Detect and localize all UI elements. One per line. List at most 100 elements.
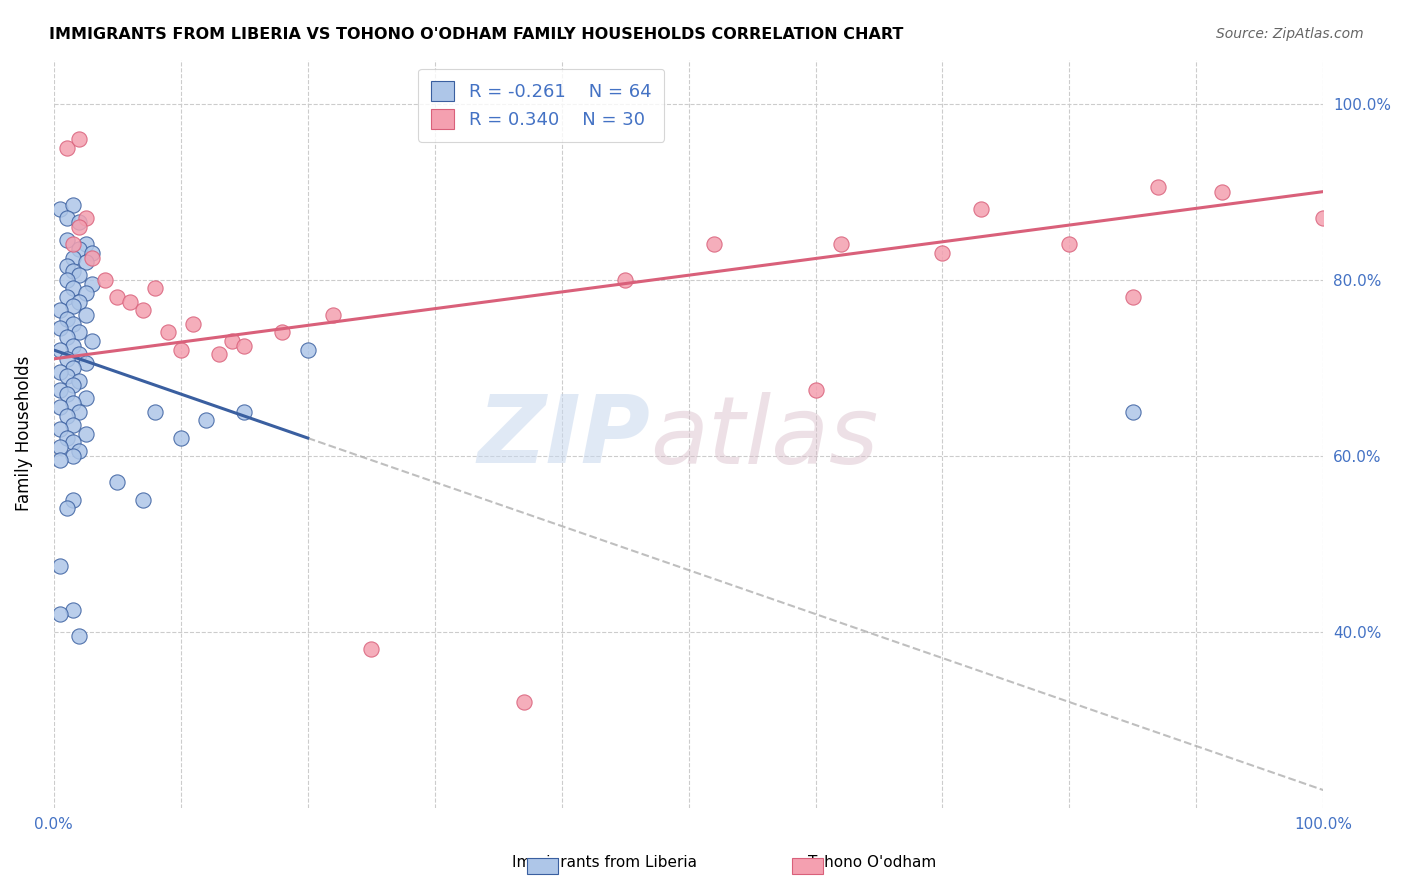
Point [221, 334, 243, 349]
Point [62, 338, 84, 352]
Point [208, 347, 231, 361]
Point [105, 290, 128, 304]
Point [62, 449, 84, 463]
Point [1147, 180, 1170, 194]
Point [62, 417, 84, 432]
Point [1312, 211, 1334, 225]
Point [93, 272, 115, 286]
Point [969, 202, 991, 217]
Point [75, 308, 97, 322]
Point [49, 558, 72, 573]
Point [233, 404, 256, 418]
Y-axis label: Family Households: Family Households [15, 356, 32, 511]
Point [67, 132, 90, 146]
Point [55, 501, 77, 516]
Point [75, 426, 97, 441]
Text: Source: ZipAtlas.com: Source: ZipAtlas.com [1216, 27, 1364, 41]
Point [49, 422, 72, 436]
Point [62, 198, 84, 212]
Point [614, 272, 637, 286]
Point [55, 290, 77, 304]
Point [512, 695, 534, 709]
Point [183, 317, 205, 331]
Point [55, 211, 77, 225]
Point [62, 264, 84, 278]
Text: IMMIGRANTS FROM LIBERIA VS TOHONO O'ODHAM FAMILY HOUSEHOLDS CORRELATION CHART: IMMIGRANTS FROM LIBERIA VS TOHONO O'ODHA… [49, 27, 904, 42]
Point [67, 294, 90, 309]
Point [62, 251, 84, 265]
Point [131, 492, 153, 507]
Point [55, 312, 77, 326]
Point [931, 246, 953, 260]
Point [195, 413, 218, 427]
Point [62, 378, 84, 392]
Point [170, 343, 193, 357]
Point [145, 281, 167, 295]
Point [55, 272, 77, 286]
Point [80, 251, 103, 265]
Point [55, 387, 77, 401]
Point [67, 242, 90, 256]
Point [49, 321, 72, 335]
Point [170, 431, 193, 445]
Point [75, 237, 97, 252]
Point [55, 330, 77, 344]
Point [62, 317, 84, 331]
Point [67, 374, 90, 388]
Point [1059, 237, 1081, 252]
Text: Immigrants from Liberia: Immigrants from Liberia [512, 855, 697, 870]
Point [49, 343, 72, 357]
Point [271, 326, 294, 340]
Point [55, 431, 77, 445]
Point [55, 369, 77, 384]
Point [703, 237, 725, 252]
Point [1211, 185, 1233, 199]
Point [75, 392, 97, 406]
Point [145, 404, 167, 418]
Point [804, 383, 827, 397]
Point [75, 211, 97, 225]
Point [67, 444, 90, 458]
Point [62, 435, 84, 450]
Point [105, 475, 128, 489]
Point [55, 351, 77, 366]
Point [157, 326, 180, 340]
Point [49, 303, 72, 318]
Point [75, 255, 97, 269]
Point [67, 268, 90, 283]
Point [62, 492, 84, 507]
Point [49, 365, 72, 379]
Point [80, 246, 103, 260]
Point [233, 338, 256, 352]
Point [55, 140, 77, 154]
Point [55, 260, 77, 274]
Point [49, 383, 72, 397]
Point [62, 360, 84, 375]
Text: atlas: atlas [651, 392, 879, 483]
Point [67, 215, 90, 229]
Text: ZIP: ZIP [478, 392, 651, 483]
Legend: R = -0.261    N = 64, R = 0.340    N = 30: R = -0.261 N = 64, R = 0.340 N = 30 [419, 69, 664, 142]
Point [67, 629, 90, 643]
Point [1122, 290, 1144, 304]
Point [1122, 404, 1144, 418]
Point [360, 642, 382, 657]
Point [62, 396, 84, 410]
Point [67, 326, 90, 340]
Point [131, 303, 153, 318]
Point [830, 237, 852, 252]
Text: Tohono O'odham: Tohono O'odham [807, 855, 936, 870]
Point [62, 281, 84, 295]
Point [67, 219, 90, 234]
Point [75, 285, 97, 300]
Point [80, 334, 103, 349]
Point [49, 202, 72, 217]
Point [49, 401, 72, 415]
Point [118, 294, 141, 309]
Point [62, 237, 84, 252]
Point [62, 602, 84, 616]
Point [67, 404, 90, 418]
Point [75, 356, 97, 370]
Point [297, 343, 319, 357]
Point [322, 308, 344, 322]
